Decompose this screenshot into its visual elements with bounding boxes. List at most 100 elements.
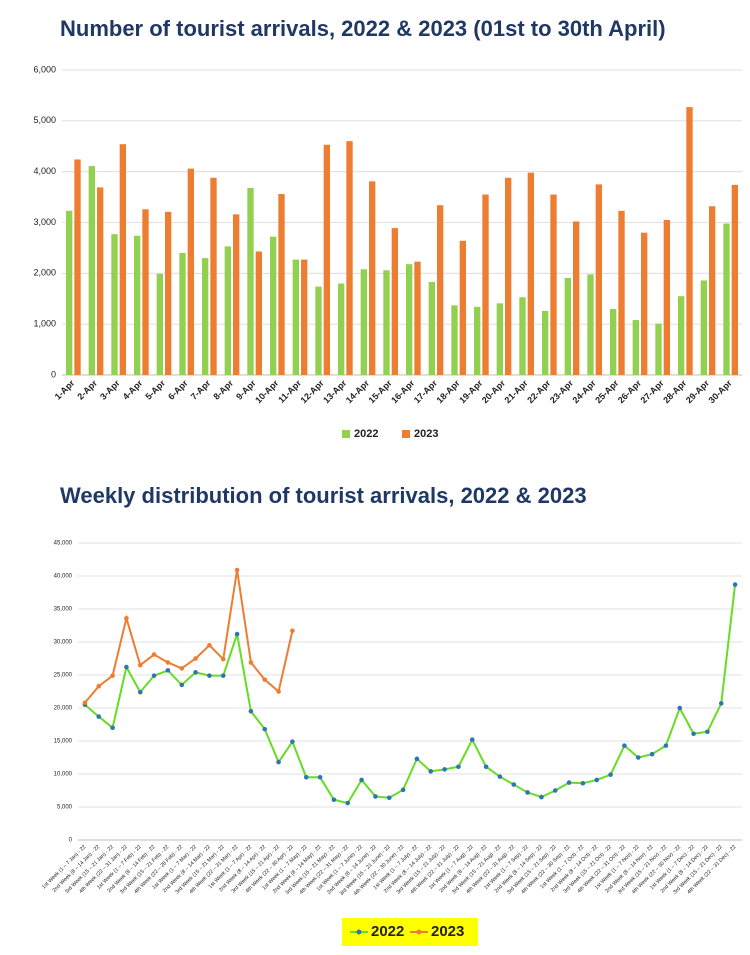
bar (337, 283, 345, 375)
x-tick-label: 23-Apr (548, 378, 576, 406)
point (137, 662, 143, 668)
y-tick-label: 4,000 (33, 166, 56, 176)
point (663, 743, 669, 748)
bar (677, 296, 685, 375)
bar (119, 144, 127, 375)
point (137, 689, 143, 695)
point (207, 643, 212, 648)
bar (74, 159, 81, 375)
x-tick-label: 1-Apr (53, 378, 77, 402)
bar (618, 210, 625, 375)
bar (156, 273, 163, 375)
y-tick-label: 35,000 (54, 607, 73, 613)
bar (686, 107, 693, 375)
point (414, 756, 420, 762)
bar (700, 280, 707, 375)
bar (292, 259, 299, 375)
bar (97, 187, 104, 375)
x-tick-label: 27-Apr (639, 378, 667, 406)
legend-label: 2022 (371, 923, 404, 940)
bar (437, 205, 444, 375)
point (290, 739, 295, 744)
legend-label: 2023 (414, 428, 438, 440)
bar (459, 240, 467, 375)
y-tick-label: 10,000 (54, 772, 73, 778)
x-tick-label: 21-Apr (503, 378, 531, 406)
bar (505, 177, 512, 375)
bar (541, 310, 549, 375)
point (193, 656, 198, 661)
y-tick-label: 25,000 (54, 673, 73, 679)
point (262, 726, 268, 732)
point (677, 705, 683, 711)
x-tick-label: 14-Apr (344, 378, 372, 406)
point (124, 664, 129, 670)
bar (187, 168, 195, 375)
x-tick-label: 6-Apr (166, 378, 190, 402)
bar (609, 308, 617, 375)
point (193, 670, 198, 675)
point (124, 615, 129, 621)
point (82, 700, 88, 706)
y-tick-label: 20,000 (54, 706, 73, 712)
bar (655, 323, 662, 375)
point (207, 673, 212, 678)
bar (550, 194, 557, 375)
bar (360, 269, 367, 375)
point (345, 800, 351, 806)
bar (587, 274, 594, 375)
bar (224, 246, 231, 375)
bar (519, 297, 526, 375)
bar (65, 210, 73, 375)
x-tick-label: 18-Apr (435, 378, 463, 406)
x-tick-label: 3-Apr (98, 378, 122, 402)
y-tick-label: 2,000 (33, 268, 56, 278)
point (179, 666, 185, 671)
bar (595, 184, 603, 375)
bar (233, 214, 240, 375)
point (622, 743, 627, 748)
bar (315, 286, 322, 375)
bar (451, 305, 458, 375)
point (165, 660, 171, 665)
y-tick-label: 6,000 (33, 64, 56, 74)
point (276, 689, 281, 694)
bar (301, 259, 308, 375)
point (386, 795, 392, 801)
point (373, 794, 378, 799)
point (456, 764, 461, 770)
x-tick-label: 7-Apr (189, 378, 213, 402)
bar (383, 270, 390, 375)
point (552, 788, 558, 793)
x-tick-label: 26-Apr (616, 378, 644, 406)
x-tick-label: 19-Apr (457, 378, 485, 406)
x-tick-label: 30-Apr (707, 378, 735, 406)
bar (527, 172, 535, 375)
bar (179, 253, 186, 375)
bar (723, 223, 730, 375)
point (96, 683, 102, 689)
point (110, 673, 115, 678)
point (718, 701, 724, 706)
bar (346, 141, 353, 375)
x-tick-label: 24-Apr (571, 378, 599, 406)
y-tick-label: 40,000 (54, 574, 73, 580)
point (469, 737, 475, 742)
line (84, 569, 294, 704)
point (635, 755, 641, 760)
y-tick-label: 15,000 (54, 739, 73, 745)
y-tick-label: 3,000 (33, 217, 56, 227)
point (608, 772, 613, 777)
x-tick-label: 2-Apr (75, 378, 99, 402)
point (525, 790, 530, 795)
bar (133, 235, 141, 375)
point (400, 787, 406, 793)
x-tick-label: 16-Apr (389, 378, 417, 406)
y-tick-label: 1,000 (33, 319, 56, 329)
x-tick-label: 22-Apr (525, 378, 553, 406)
bar (391, 228, 399, 375)
x-tick-label: 28-Apr (661, 378, 689, 406)
line (84, 584, 737, 805)
